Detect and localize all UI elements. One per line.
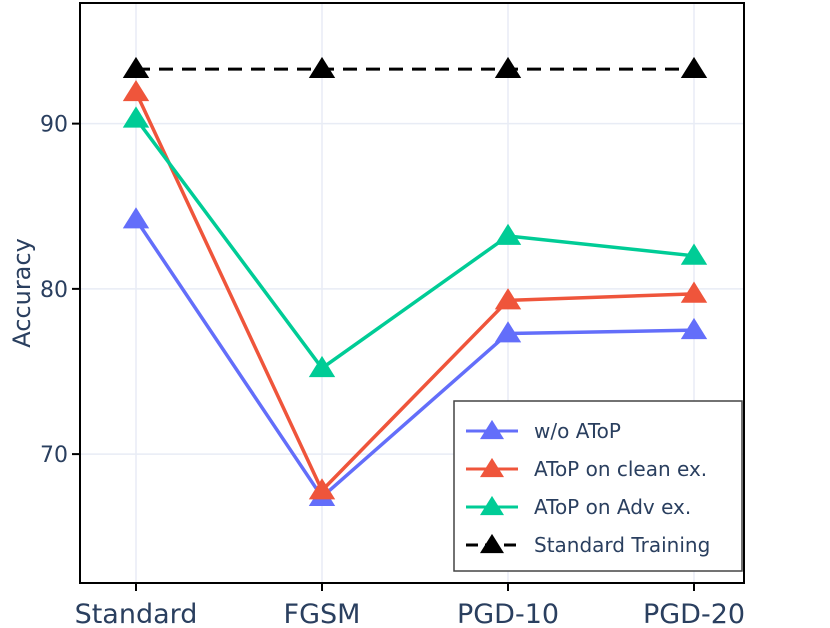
series-line-atop-on-adv-ex [134, 117, 695, 370]
x-tick-label-pgd-20: PGD-20 [643, 599, 745, 628]
point-standard-training-pgd-20 [680, 56, 708, 79]
point-standard-training-fgsm [308, 56, 336, 79]
point-w-o-atop-pgd-20 [680, 317, 708, 340]
legend-item-standard-training: Standard Training [466, 533, 710, 557]
point-atop-on-adv-ex-pgd-20 [680, 243, 708, 265]
series-line-w-o-atop [134, 218, 695, 499]
legend-label-standard-training: Standard Training [534, 533, 710, 557]
point-standard-training-standard [122, 56, 150, 79]
y-tick-label-70: 70 [40, 443, 68, 468]
legend-marker-standard-training [480, 533, 504, 554]
legend-marker-atop-on-adv-ex [480, 495, 504, 516]
series-w-o-atop [122, 207, 708, 506]
legend-item-atop-on-clean-ex: AToP on clean ex. [466, 457, 707, 481]
point-atop-on-adv-ex-fgsm [308, 355, 336, 378]
x-tick-label-standard: Standard [75, 599, 198, 628]
series-line-atop-on-clean-ex [134, 91, 695, 493]
point-atop-on-clean-ex-pgd-10 [494, 288, 522, 310]
series-atop-on-adv-ex [122, 106, 708, 378]
point-w-o-atop-pgd-10 [494, 321, 522, 343]
legend-marker-w-o-atop [480, 419, 504, 440]
point-atop-on-clean-ex-standard [122, 79, 150, 102]
series-atop-on-clean-ex [122, 79, 708, 500]
legend-item-atop-on-adv-ex: AToP on Adv ex. [466, 495, 691, 519]
legend-label-atop-on-clean-ex: AToP on clean ex. [534, 457, 707, 481]
legend-label-atop-on-adv-ex: AToP on Adv ex. [534, 495, 691, 519]
point-atop-on-clean-ex-fgsm [308, 478, 336, 500]
legend-label-w-o-atop: w/o AToP [534, 419, 621, 443]
legend-box [453, 400, 743, 572]
x-tick-label-pgd-10: PGD-10 [457, 599, 559, 628]
legend-marker-atop-on-clean-ex [480, 457, 504, 478]
y-axis-ticks: 70 80 90 [40, 113, 80, 468]
point-atop-on-clean-ex-pgd-20 [680, 281, 708, 303]
y-tick-label-80: 80 [40, 278, 68, 303]
x-axis-ticks: Standard FGSM PGD-10 PGD-20 [75, 583, 745, 628]
plot-area-frame [79, 2, 745, 584]
legend: w/o AToP AToP on clean ex. AToP on Adv ex.… [453, 400, 743, 572]
x-tick-label-fgsm: FGSM [284, 599, 361, 628]
gridlines [80, 3, 744, 583]
point-atop-on-adv-ex-pgd-10 [494, 223, 522, 245]
point-w-o-atop-standard [122, 207, 150, 229]
y-axis-title: Accuracy [8, 238, 36, 348]
point-atop-on-adv-ex-standard [122, 106, 150, 128]
series-layer [122, 56, 708, 506]
legend-item-w-o-atop: w/o AToP [466, 419, 621, 443]
point-standard-training-pgd-10 [494, 56, 522, 79]
y-tick-label-90: 90 [40, 113, 68, 138]
series-standard-training [122, 56, 708, 79]
